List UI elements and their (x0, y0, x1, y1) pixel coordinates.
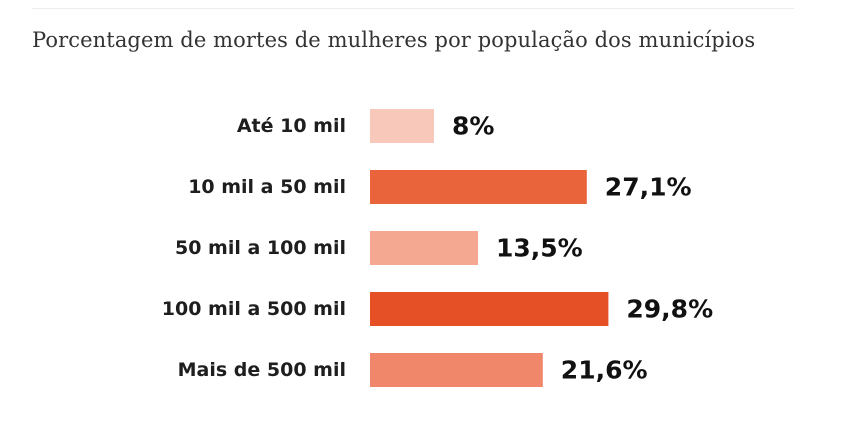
category-label: Até 10 mil (237, 115, 346, 137)
bar (370, 231, 478, 265)
bar (370, 292, 609, 326)
chart-title: Porcentagem de mortes de mulheres por po… (32, 28, 756, 52)
value-label: 29,8% (626, 295, 713, 324)
category-label: 100 mil a 500 mil (162, 298, 346, 320)
bar (370, 353, 543, 387)
value-label: 8% (452, 112, 494, 141)
category-label: 50 mil a 100 mil (175, 237, 346, 259)
value-label: 21,6% (561, 356, 648, 385)
category-label: Mais de 500 mil (178, 359, 346, 381)
category-label: 10 mil a 50 mil (188, 176, 346, 198)
bar (370, 170, 587, 204)
bar (370, 109, 434, 143)
value-label: 27,1% (605, 173, 692, 202)
value-label: 13,5% (496, 234, 583, 263)
top-divider (32, 8, 794, 9)
